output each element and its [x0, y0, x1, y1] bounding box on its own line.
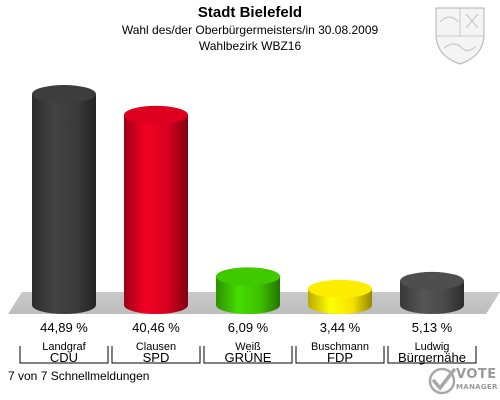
party-label: SPD — [143, 350, 170, 365]
value-label: 3,44 % — [320, 320, 361, 335]
bar-top — [124, 105, 188, 124]
category-bracket — [111, 346, 201, 364]
bar-ludwig — [400, 271, 464, 314]
category-bracket — [203, 346, 293, 364]
district-label: Wahlbezirk WBZ16 — [198, 39, 302, 53]
logo-text-manager: MANAGER — [456, 383, 498, 391]
candidate-label: Clausen — [136, 341, 176, 353]
candidate-label: Ludwig — [415, 341, 450, 353]
party-label: GRÜNE — [225, 350, 272, 365]
bar-top — [308, 279, 372, 298]
party-label: CDU — [50, 350, 78, 365]
bar-body — [216, 276, 280, 314]
bar-top — [216, 267, 280, 286]
candidate-label: Buschmann — [311, 341, 369, 353]
bar-landgraf — [32, 85, 96, 314]
bar-top — [400, 271, 464, 290]
party-label: FDP — [327, 350, 353, 365]
page-subtitle: Wahl des/der Oberbürgermeisters/in 30.08… — [121, 23, 379, 37]
bar-body — [124, 114, 188, 314]
category-bracket — [295, 346, 385, 364]
bar-clausen — [124, 105, 188, 314]
logo-text-vote: VOTE — [456, 367, 497, 382]
value-label: 5,13 % — [412, 320, 453, 335]
category-bracket — [387, 346, 477, 364]
value-label: 44,89 % — [40, 320, 88, 335]
candidate-label: Landgraf — [42, 341, 86, 353]
footer-status: 7 von 7 Schnellmeldungen — [8, 369, 150, 383]
vote-manager-logo-icon — [428, 367, 456, 395]
coat-of-arms-icon — [435, 7, 485, 65]
bar-top — [32, 85, 96, 104]
candidate-label: Weiß — [235, 341, 261, 353]
bar-body — [32, 94, 96, 314]
page-title: Stadt Bielefeld — [197, 4, 303, 21]
value-label: 40,46 % — [132, 320, 180, 335]
value-label: 6,09 % — [228, 320, 269, 335]
category-bracket — [19, 346, 109, 364]
party-label: Bürgernähe — [398, 350, 466, 365]
bar-body — [400, 280, 464, 314]
bar-weiß — [216, 267, 280, 314]
bar-buschmann — [308, 279, 372, 314]
